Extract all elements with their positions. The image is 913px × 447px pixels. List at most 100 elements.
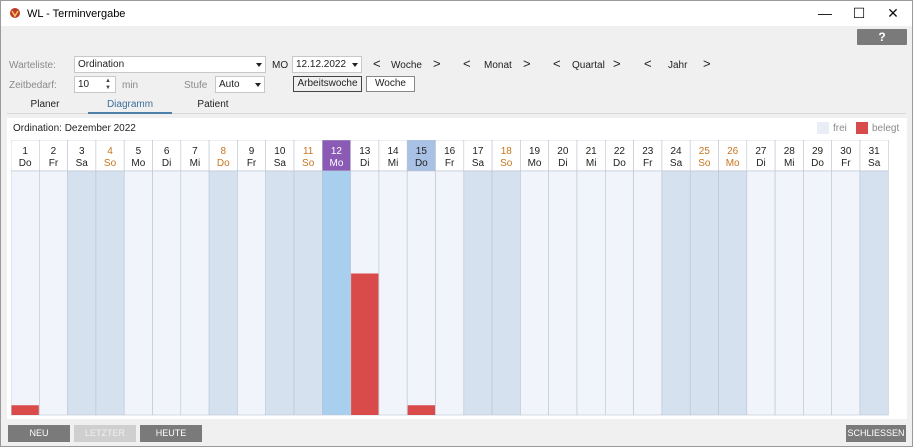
tab-planer[interactable]: Planer [30, 99, 60, 110]
belegt-bar-13 [351, 273, 379, 415]
title-bar: WL - Terminvergabe — ☐ ✕ [1, 1, 912, 26]
day-number-6: 6 [164, 146, 170, 157]
day-column-8 [208, 170, 238, 416]
day-weekday-20: Di [558, 158, 567, 169]
tab-diagramm[interactable]: Diagramm [106, 99, 154, 110]
day-header-21 [576, 140, 606, 172]
day-header-23 [633, 140, 663, 172]
tab-patient[interactable]: Patient [197, 99, 229, 110]
jahr-next-icon[interactable]: > [703, 56, 711, 71]
date-value: 12.12.2022 [296, 59, 347, 70]
day-header-22 [604, 140, 634, 172]
day-number-8: 8 [220, 146, 226, 157]
day-number-11: 11 [303, 146, 314, 157]
day-column-23 [633, 170, 663, 416]
zeitbedarf-input[interactable]: 10 [74, 76, 116, 93]
belegt-bar-1 [11, 405, 39, 415]
quartal-next-icon[interactable]: > [613, 56, 621, 71]
day-header-28 [774, 140, 804, 172]
day-column-22 [604, 170, 634, 416]
day-column-7 [180, 170, 210, 416]
schliessen-button[interactable]: SCHLIESSEN [846, 425, 906, 442]
day-column-2 [38, 170, 68, 416]
stufe-value: Auto [219, 79, 240, 90]
weekday-label: MO [272, 60, 289, 71]
day-number-12: 12 [331, 146, 343, 157]
woche-toggle[interactable]: Woche [366, 76, 415, 92]
calendar-chart: 1Do2Fr3Sa4So5Mo6Di7Mi8Do9Fr10Sa11So12Mo1… [11, 140, 889, 416]
warteliste-select[interactable]: Ordination [74, 56, 266, 73]
day-column-27 [746, 170, 776, 416]
day-column-19 [520, 170, 549, 416]
day-weekday-31: Sa [868, 158, 881, 169]
quartal-label: Quartal [572, 60, 605, 71]
woche-prev-icon[interactable]: < [373, 56, 381, 71]
day-number-10: 10 [274, 146, 286, 157]
day-header-13 [350, 140, 380, 172]
help-button[interactable]: ? [857, 29, 907, 45]
day-weekday-28: Mi [784, 158, 795, 169]
day-weekday-27: Di [756, 158, 765, 169]
legend-belegt-label: belegt [872, 123, 900, 134]
day-weekday-15: Do [415, 158, 428, 169]
day-number-30: 30 [840, 146, 852, 157]
day-number-28: 28 [784, 146, 796, 157]
arbeitswoche-toggle[interactable]: Arbeitswoche [293, 76, 362, 92]
day-column-5 [123, 170, 153, 416]
day-column-10 [265, 170, 295, 416]
day-weekday-14: Mi [388, 158, 399, 169]
day-number-1: 1 [22, 146, 28, 157]
day-number-26: 26 [727, 146, 739, 157]
day-column-28 [774, 170, 804, 416]
monat-prev-icon[interactable]: < [463, 56, 471, 71]
neu-button[interactable]: NEU [8, 425, 70, 442]
day-weekday-9: Fr [247, 158, 257, 169]
letzter-button[interactable]: LETZTER [74, 425, 136, 442]
day-column-24 [661, 170, 691, 416]
heute-button[interactable]: HEUTE [140, 425, 202, 442]
day-column-17 [463, 170, 493, 416]
window-title: WL - Terminvergabe [27, 8, 126, 20]
legend-frei-label: frei [833, 123, 847, 134]
day-number-20: 20 [557, 146, 569, 157]
day-column-29 [803, 170, 833, 416]
day-weekday-1: Do [19, 158, 32, 169]
day-number-5: 5 [136, 146, 142, 157]
day-weekday-21: Mi [586, 158, 597, 169]
day-weekday-24: Sa [670, 158, 683, 169]
date-picker[interactable]: 12.12.2022 [292, 56, 362, 73]
day-number-29: 29 [812, 146, 824, 157]
belegt-bar-15 [407, 405, 435, 415]
day-column-20 [548, 170, 578, 416]
day-column-1 [11, 170, 40, 416]
woche-next-icon[interactable]: > [433, 56, 441, 71]
active-tab-indicator [88, 112, 172, 114]
day-weekday-30: Fr [841, 158, 851, 169]
day-weekday-23: Fr [643, 158, 653, 169]
spinner-icon[interactable]: ▲ ▼ [105, 78, 111, 91]
chevron-down-icon [352, 63, 358, 67]
day-header-27 [746, 140, 776, 172]
day-number-23: 23 [642, 146, 654, 157]
day-number-14: 14 [387, 146, 399, 157]
day-column-31 [859, 170, 889, 416]
day-number-18: 18 [501, 146, 513, 157]
app-logo-icon [10, 8, 20, 18]
day-weekday-2: Fr [49, 158, 59, 169]
minimize-button[interactable]: — [818, 5, 832, 21]
zeitbedarf-unit: min [122, 80, 139, 91]
close-button[interactable]: ✕ [887, 5, 899, 21]
bottom-toolbar: NEU LETZTER HEUTE SCHLIESSEN [2, 421, 912, 446]
day-number-16: 16 [444, 146, 456, 157]
monat-next-icon[interactable]: > [523, 56, 531, 71]
quartal-prev-icon[interactable]: < [553, 56, 561, 71]
maximize-button[interactable]: ☐ [852, 5, 866, 21]
day-column-12 [321, 170, 351, 416]
monat-label: Monat [484, 60, 512, 71]
day-weekday-10: Sa [274, 158, 287, 169]
day-weekday-17: Sa [472, 158, 485, 169]
day-weekday-11: So [302, 158, 315, 169]
jahr-prev-icon[interactable]: < [644, 56, 652, 71]
stufe-select[interactable]: Auto [215, 76, 265, 93]
